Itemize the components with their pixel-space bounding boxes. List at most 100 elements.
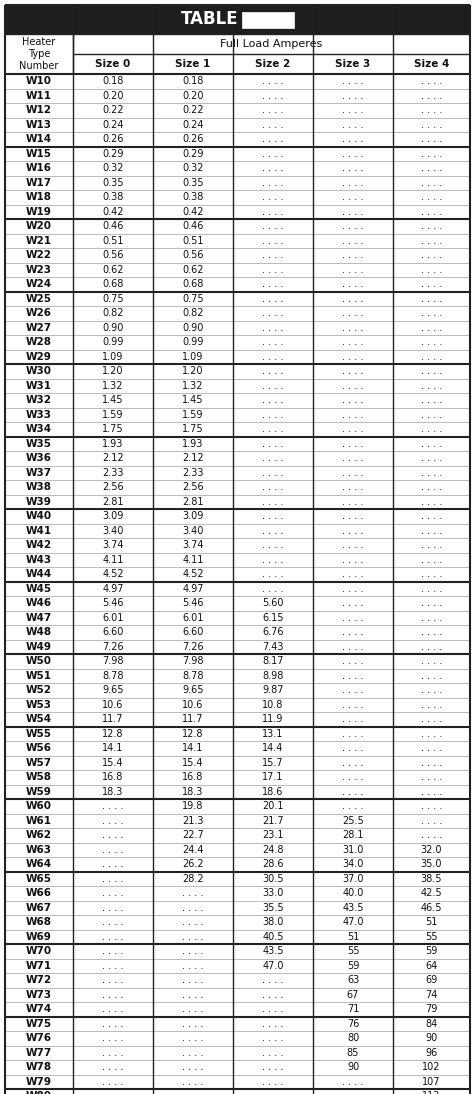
Text: . . . .: . . . . xyxy=(102,874,124,884)
Text: . . . .: . . . . xyxy=(342,526,364,536)
Bar xyxy=(5,1016,470,1031)
Text: . . . .: . . . . xyxy=(262,410,284,420)
Text: . . . .: . . . . xyxy=(262,149,284,159)
Text: . . . .: . . . . xyxy=(262,105,284,115)
Text: . . . .: . . . . xyxy=(342,395,364,405)
Text: 0.38: 0.38 xyxy=(102,193,124,202)
Text: W78: W78 xyxy=(26,1062,52,1072)
Text: 0.20: 0.20 xyxy=(182,91,204,101)
Text: 1.75: 1.75 xyxy=(102,424,124,434)
Text: 1.32: 1.32 xyxy=(102,381,124,391)
Text: . . . .: . . . . xyxy=(342,265,364,275)
Text: . . . .: . . . . xyxy=(342,366,364,376)
Text: 15.4: 15.4 xyxy=(182,758,204,768)
Text: . . . .: . . . . xyxy=(342,569,364,579)
Text: W12: W12 xyxy=(26,105,52,115)
Text: . . . .: . . . . xyxy=(342,598,364,608)
Bar xyxy=(5,54,470,74)
Text: W43: W43 xyxy=(26,555,52,565)
Text: 25.5: 25.5 xyxy=(342,816,364,826)
Text: . . . .: . . . . xyxy=(421,177,442,188)
Bar xyxy=(5,349,470,364)
Bar xyxy=(5,654,470,668)
Text: . . . .: . . . . xyxy=(421,642,442,652)
Text: 15.4: 15.4 xyxy=(102,758,124,768)
Text: . . . .: . . . . xyxy=(262,453,284,463)
Text: 10.6: 10.6 xyxy=(102,700,124,710)
Bar xyxy=(5,944,470,958)
Text: . . . .: . . . . xyxy=(262,555,284,565)
Text: 22.7: 22.7 xyxy=(182,830,204,840)
Text: 0.29: 0.29 xyxy=(102,149,124,159)
Text: W48: W48 xyxy=(26,627,52,637)
Text: W53: W53 xyxy=(26,700,52,710)
Text: 69: 69 xyxy=(426,975,437,986)
Text: W69: W69 xyxy=(26,932,52,942)
Text: . . . .: . . . . xyxy=(102,961,124,970)
Text: 0.90: 0.90 xyxy=(102,323,124,333)
Text: 30.5: 30.5 xyxy=(262,874,284,884)
Text: 18.6: 18.6 xyxy=(262,787,284,796)
Bar xyxy=(5,872,470,886)
Text: . . . .: . . . . xyxy=(182,1004,204,1014)
Text: 0.24: 0.24 xyxy=(182,119,204,130)
Text: 1.93: 1.93 xyxy=(102,439,124,449)
Text: . . . .: . . . . xyxy=(262,91,284,101)
Text: . . . .: . . . . xyxy=(421,163,442,173)
Text: 3.09: 3.09 xyxy=(102,511,124,521)
Text: 1.09: 1.09 xyxy=(102,352,124,362)
Text: . . . .: . . . . xyxy=(342,772,364,782)
Text: 6.60: 6.60 xyxy=(182,627,204,637)
Bar xyxy=(5,857,470,872)
Text: . . . .: . . . . xyxy=(182,903,204,912)
Text: 0.68: 0.68 xyxy=(102,279,124,289)
Text: . . . .: . . . . xyxy=(102,859,124,870)
Text: . . . .: . . . . xyxy=(262,1076,284,1086)
Text: . . . .: . . . . xyxy=(102,816,124,826)
Bar xyxy=(5,756,470,770)
Text: . . . .: . . . . xyxy=(421,424,442,434)
Text: . . . .: . . . . xyxy=(421,772,442,782)
Text: . . . .: . . . . xyxy=(342,424,364,434)
Text: . . . .: . . . . xyxy=(262,207,284,217)
Text: . . . .: . . . . xyxy=(342,410,364,420)
Text: 4.11: 4.11 xyxy=(102,555,124,565)
Text: 7.26: 7.26 xyxy=(102,642,124,652)
Text: 102: 102 xyxy=(422,1062,441,1072)
Text: W41: W41 xyxy=(26,526,52,536)
Bar xyxy=(5,161,470,175)
Text: 59: 59 xyxy=(425,946,437,956)
Text: 38.0: 38.0 xyxy=(262,917,284,928)
Text: . . . .: . . . . xyxy=(342,787,364,796)
Text: . . . .: . . . . xyxy=(262,77,284,86)
Bar xyxy=(5,466,470,480)
Bar xyxy=(5,683,470,698)
Text: 47.0: 47.0 xyxy=(342,917,364,928)
Text: . . . .: . . . . xyxy=(102,1076,124,1086)
Text: . . . .: . . . . xyxy=(342,801,364,812)
Text: 9.87: 9.87 xyxy=(262,685,284,696)
Text: . . . .: . . . . xyxy=(102,932,124,942)
Bar xyxy=(5,451,470,466)
Text: 0.35: 0.35 xyxy=(102,177,124,188)
Text: . . . .: . . . . xyxy=(262,1004,284,1014)
Text: 0.32: 0.32 xyxy=(182,163,204,173)
Text: . . . .: . . . . xyxy=(421,758,442,768)
Text: 19.8: 19.8 xyxy=(182,801,204,812)
Text: 0.99: 0.99 xyxy=(182,337,204,347)
Text: . . . .: . . . . xyxy=(342,700,364,710)
Text: 11.9: 11.9 xyxy=(262,714,284,724)
Text: . . . .: . . . . xyxy=(102,801,124,812)
Text: W70: W70 xyxy=(26,946,52,956)
Text: 4.11: 4.11 xyxy=(182,555,204,565)
Text: W74: W74 xyxy=(26,1004,52,1014)
Text: 14.1: 14.1 xyxy=(182,743,204,754)
Text: . . . .: . . . . xyxy=(342,91,364,101)
Bar xyxy=(5,625,470,640)
Text: . . . .: . . . . xyxy=(182,990,204,1000)
Text: . . . .: . . . . xyxy=(342,337,364,347)
Text: 10.8: 10.8 xyxy=(262,700,284,710)
Text: 51: 51 xyxy=(347,932,359,942)
Text: 0.20: 0.20 xyxy=(102,91,124,101)
Text: W76: W76 xyxy=(26,1033,52,1044)
